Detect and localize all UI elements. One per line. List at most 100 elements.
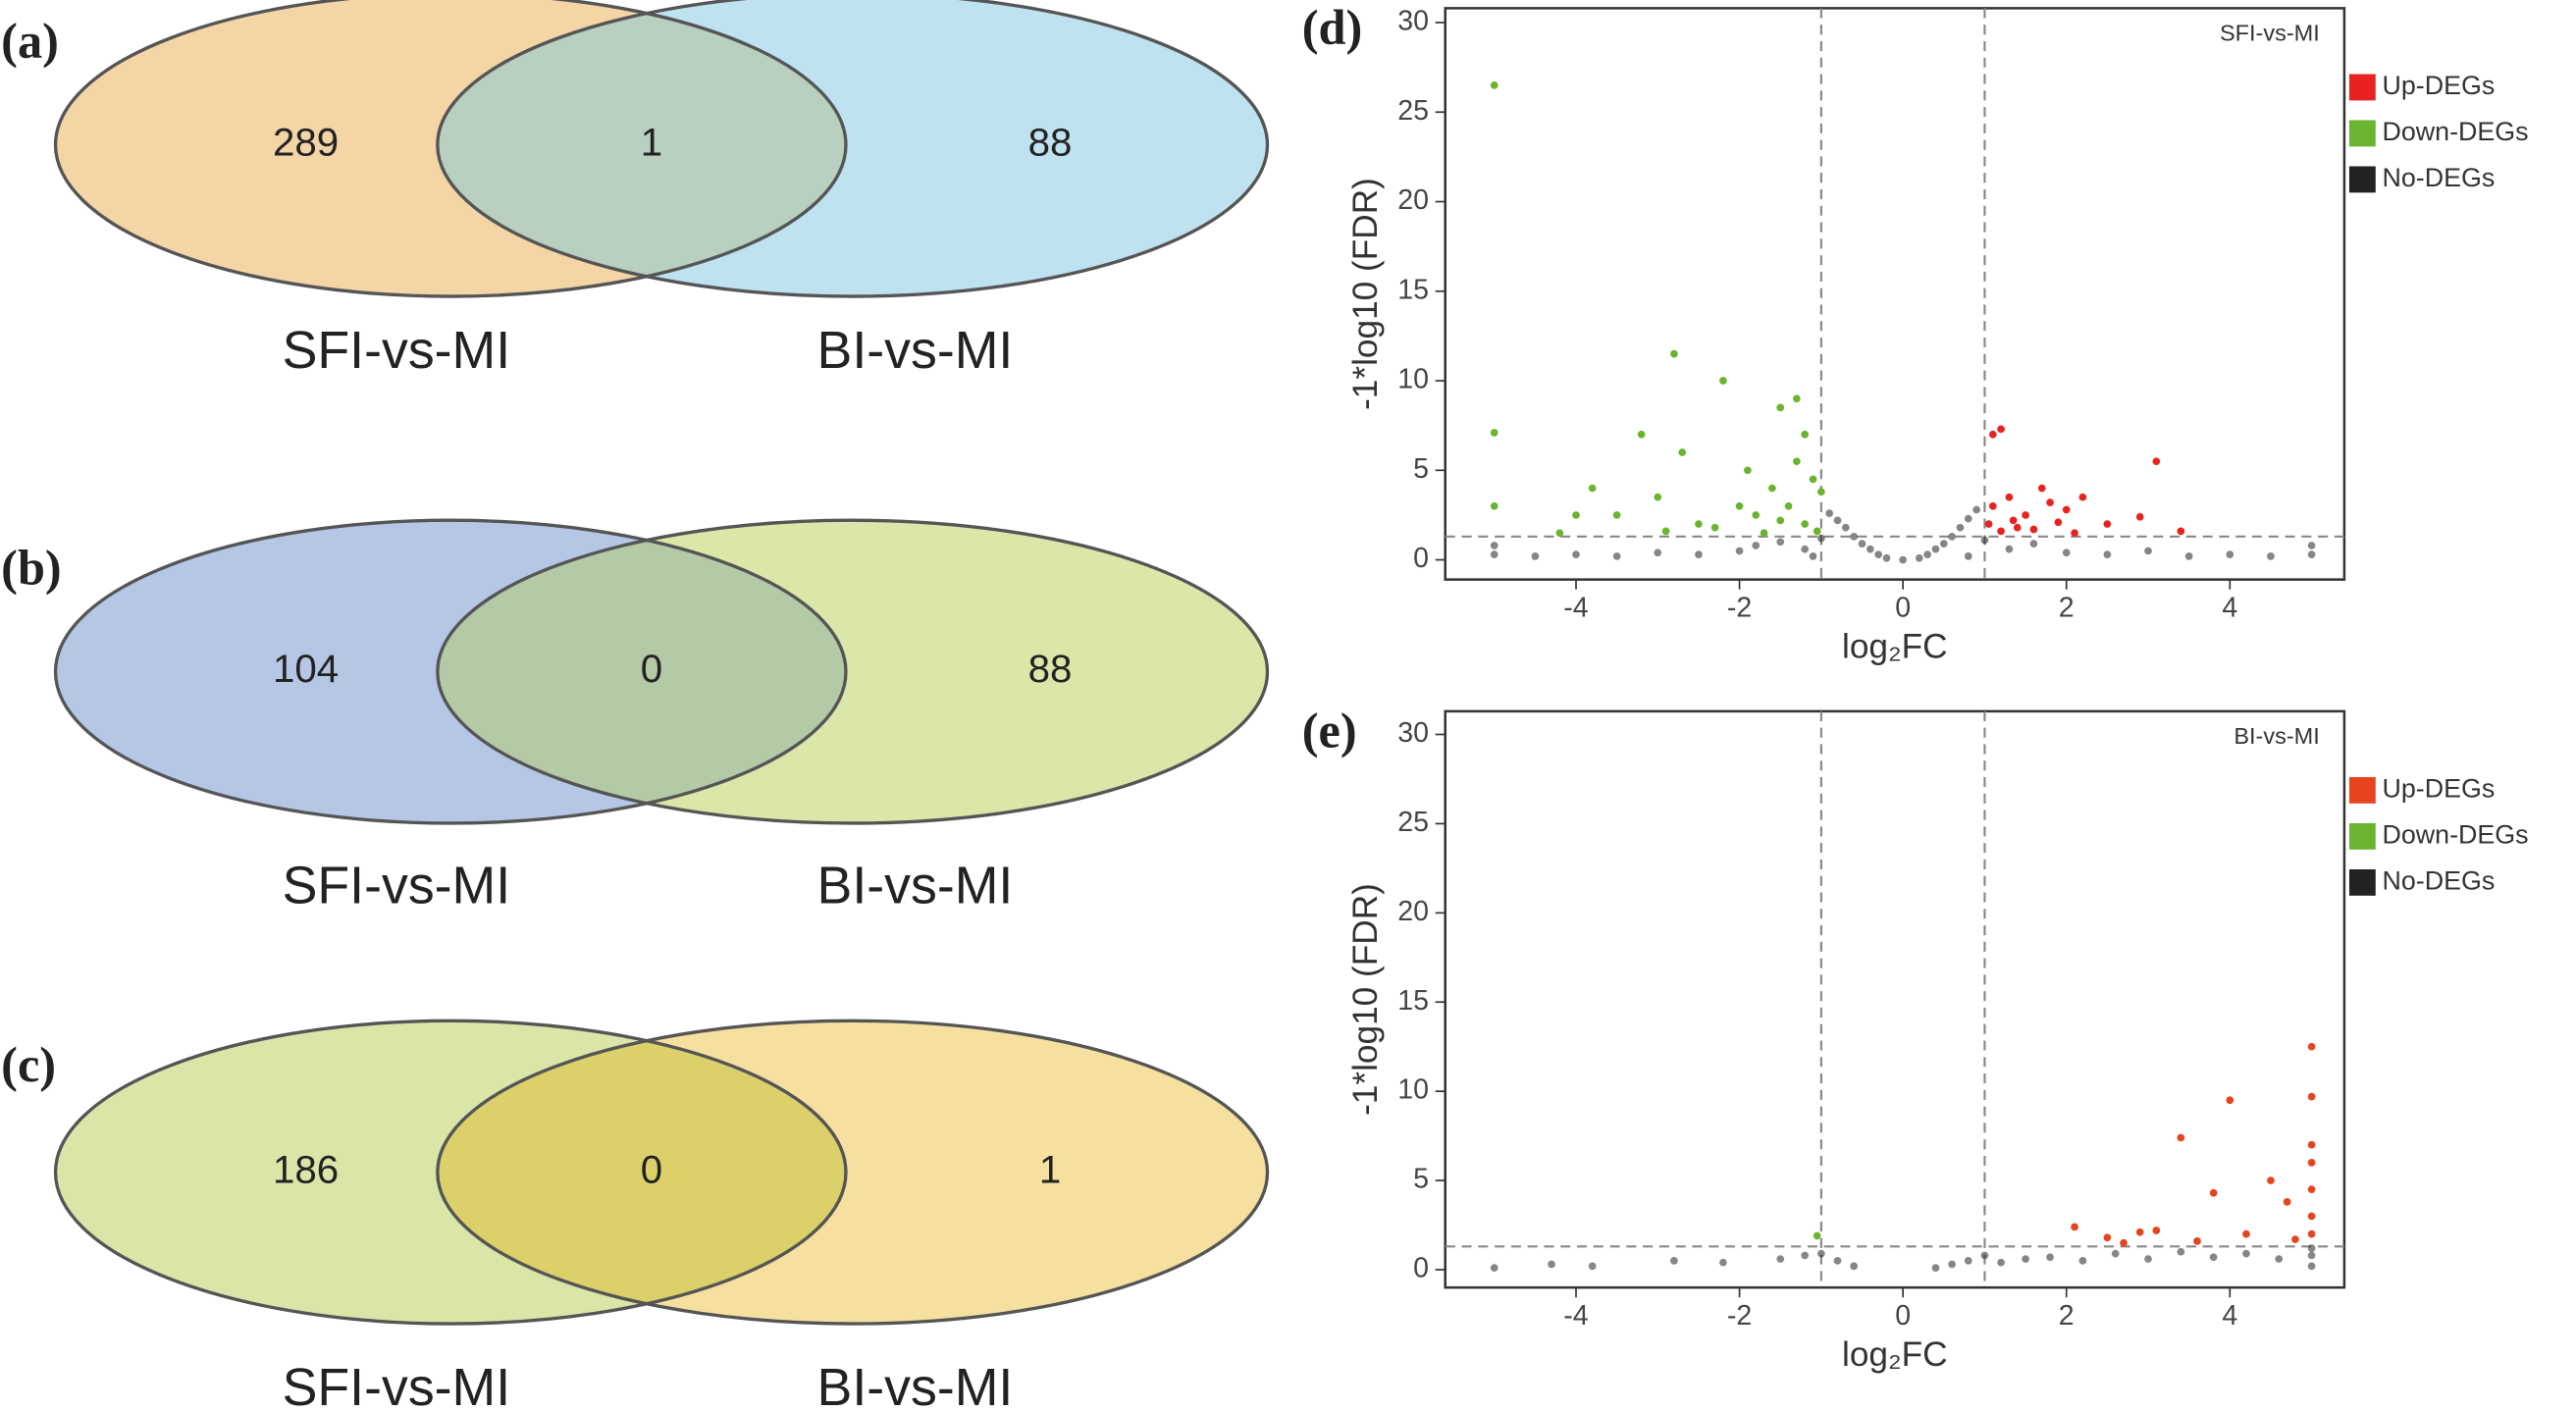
point [1588,1262,1597,1271]
y-tick-label: 25 [1397,807,1429,838]
point [2071,529,2078,538]
set-label: SFI-vs-MI [283,1358,511,1411]
point [1695,520,1703,528]
point [1784,501,1793,510]
point [2005,545,2014,553]
point [1964,1257,1972,1265]
x-tick-label: 4 [2222,592,2237,623]
point [2046,498,2054,507]
panel-label: (c) [1,1037,56,1092]
count-label: 1 [641,120,662,164]
point [1572,511,1580,519]
point [2071,1223,2078,1231]
x-tick-label: -2 [1727,592,1752,623]
y-tick-label: 15 [1397,985,1429,1017]
y-tick-label: 0 [1413,543,1429,574]
point [1548,1260,1555,1269]
point [2037,484,2046,493]
set-outline [436,0,1270,298]
count-label: 186 [273,1147,339,1191]
point [2078,493,2087,501]
point [1637,430,1646,439]
point [1980,1251,1989,1260]
point [2177,527,2185,536]
x-tick-label: -2 [1727,1300,1752,1332]
point [2029,525,2038,534]
set-outline [436,518,1270,825]
point [1661,527,1670,536]
point [1793,457,1801,466]
point [1813,1231,1821,1240]
point [1555,529,1564,538]
point [2307,550,2316,558]
point [1817,488,1825,496]
point [1612,511,1621,519]
y-tick-label: 10 [1397,364,1429,395]
count-label: 104 [273,647,339,691]
point [1833,516,1842,525]
point [1841,523,1850,532]
point [1490,542,1498,549]
panel-label: (b) [1,540,62,595]
y-tick-label: 10 [1397,1074,1429,1106]
count-label: 0 [641,1147,662,1191]
point [2209,1253,2218,1262]
point [2307,1229,2316,1238]
point [2267,1176,2275,1184]
set-label: SFI-vs-MI [283,856,511,915]
point [2307,1244,2316,1253]
legend-swatch [2348,120,2376,147]
annotation: SFI-vs-MI [2220,20,2320,45]
legend-label: Down-DEGs [2382,819,2528,849]
point [1915,553,1923,562]
point [1768,484,1776,493]
point [2029,540,2038,548]
point [1964,552,1972,560]
x-tick-label: 0 [1895,592,1911,623]
point [2046,1253,2054,1262]
point [1572,550,1580,558]
set-outline [53,518,848,825]
point [2078,1257,2087,1265]
point [1948,532,1956,541]
annotation: BI-vs-MI [2234,723,2319,749]
point [1972,505,1980,514]
point [1752,542,1761,549]
point [1833,1257,1842,1265]
point [1956,523,1965,532]
panel-label: (e) [1302,704,1357,758]
plot-frame [1444,709,2346,1289]
panel-label: (d) [1302,0,1363,55]
point [1776,403,1785,412]
point [2054,518,2063,527]
x-tick-label: -4 [1563,592,1588,623]
point [2226,1096,2234,1105]
point [2307,1159,2316,1167]
point [1670,1257,1678,1265]
point [1997,527,2005,536]
set-overlap [437,520,846,823]
point [2103,550,2112,558]
point [1988,501,1997,510]
point [1695,550,1703,558]
count-label: 1 [1039,1147,1061,1191]
point [2005,493,2014,501]
legend-label: Up-DEGs [2382,71,2495,100]
point [1801,430,1810,439]
point [2111,1249,2120,1258]
point [2242,1249,2250,1258]
point [1817,1249,1825,1258]
point [1776,516,1785,525]
point [2022,1255,2029,1263]
point [1850,532,1859,541]
point [2307,1092,2316,1101]
count-label: 88 [1028,120,1073,164]
point [2291,1235,2299,1243]
point [1899,555,1908,564]
point [1850,1262,1859,1271]
point [1744,466,1752,475]
legend-swatch [2348,776,2376,804]
point [2152,1227,2161,1234]
point [1710,523,1719,532]
point [1813,527,1821,536]
